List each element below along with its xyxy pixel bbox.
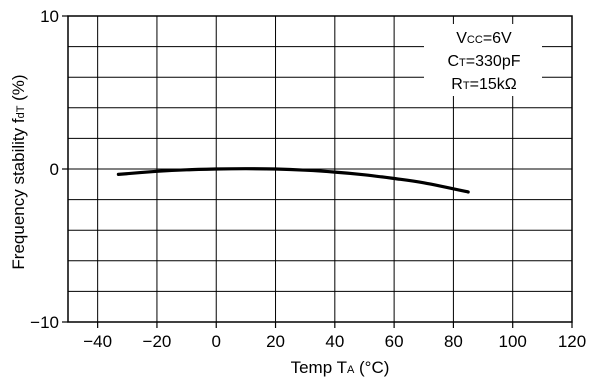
conditions-box-bg xyxy=(424,24,542,96)
y-tick-label: −10 xyxy=(30,313,59,332)
x-tick-label: 100 xyxy=(499,332,527,351)
condition-line: RT=15kΩ xyxy=(451,76,516,93)
x-tick-label: 60 xyxy=(385,332,404,351)
series-line xyxy=(116,167,470,194)
conditions-box: VCC=6V CT=330pF RT=15kΩ xyxy=(447,30,520,93)
x-tick-labels: −40 −20 0 20 40 60 80 100 120 xyxy=(83,322,586,351)
x-tick-label: 80 xyxy=(444,332,463,351)
x-tick-label: 120 xyxy=(558,332,586,351)
x-tick-label: −40 xyxy=(83,332,112,351)
y-tick-label: 0 xyxy=(50,160,59,179)
condition-line: VCC=6V xyxy=(456,30,512,47)
x-tick-label: −20 xyxy=(143,332,172,351)
y-tick-labels: 10 0 −10 xyxy=(30,7,68,332)
x-tick-label: 20 xyxy=(266,332,285,351)
condition-line: CT=330pF xyxy=(447,53,520,70)
y-tick-label: 10 xyxy=(40,7,59,26)
x-tick-label: 40 xyxy=(325,332,344,351)
x-tick-label: 0 xyxy=(212,332,221,351)
x-axis-label: Temp TA (°C) xyxy=(291,358,390,377)
y-axis-label: Frequency stability fdT (%) xyxy=(9,74,28,269)
grid-lines xyxy=(68,16,572,322)
